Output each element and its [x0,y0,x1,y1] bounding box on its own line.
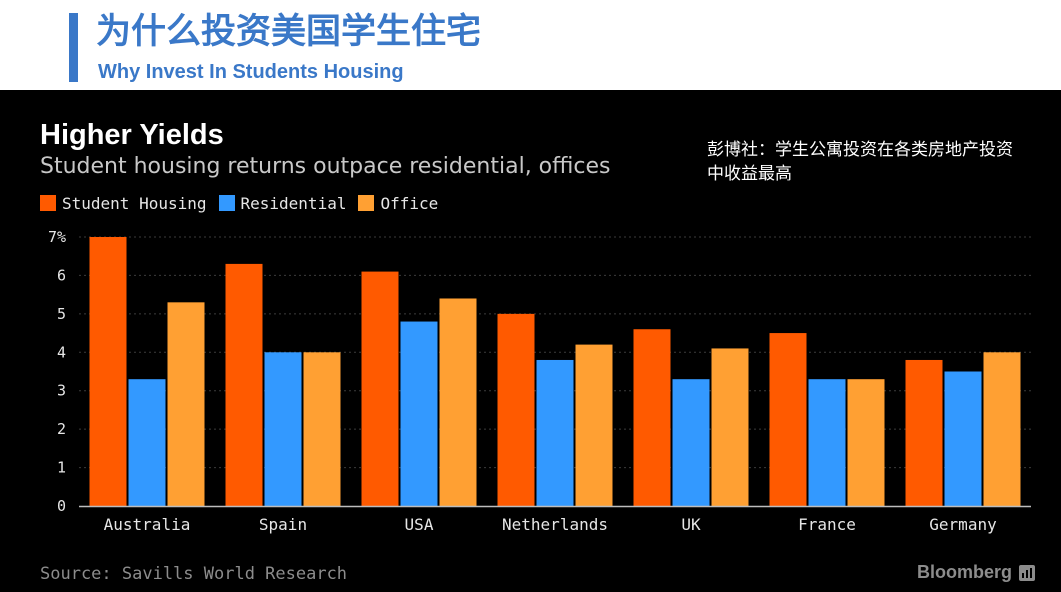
y-tick-label: 3 [57,382,66,400]
x-tick-label: France [798,515,856,534]
bloomberg-bar-icon [1019,564,1035,581]
legend-label-office: Office [380,193,439,213]
x-tick-label: Australia [104,515,191,534]
chart-source: Source: Savills World Research [40,564,348,584]
bar [225,263,263,506]
bar [769,333,807,506]
bar [575,344,613,506]
x-tick-label: Netherlands [502,515,608,534]
bar [536,359,574,506]
y-tick-label: 0 [57,497,66,515]
y-tick-label: 5 [57,305,66,323]
bar [264,352,302,506]
legend-label-residential: Residential [240,193,347,213]
bar [847,379,885,506]
y-tick-label: 6 [57,266,66,284]
bar [672,379,710,506]
y-tick-label: 1 [57,459,66,477]
legend-item-student-housing: Student Housing [40,194,207,213]
bar [905,359,943,506]
x-tick-label: USA [405,515,434,534]
x-tick-label: Spain [259,515,307,534]
x-tick-label: UK [681,515,701,534]
bar [808,379,846,506]
chart-title: Higher Yields [40,119,224,151]
bar [633,329,671,506]
chart-legend: Student Housing Residential Office [40,193,450,213]
slide-title: 为什么投资美国学生住宅 [96,12,482,52]
chart-subtitle: Student housing returns outpace resident… [40,154,611,179]
bar [400,321,438,506]
y-tick-label: 2 [57,420,66,438]
bar [303,352,341,506]
bar [983,352,1021,506]
legend-swatch-office [358,195,375,211]
legend-item-residential: Residential [218,193,347,213]
slide-subtitle: Why Invest In Students Housing [98,61,404,83]
bar-chart: 0 1 2 3 4 5 6 7% Australia Spain USA Netherlands UK F… [48,228,1031,534]
y-tick-label: 4 [57,343,66,361]
bar [128,379,166,506]
brand-name: Bloomberg [916,562,1012,582]
chart-annotation: 彭博社：学生公寓投资在各类房地产投资中收益最高 [707,140,1013,184]
bar [944,371,982,506]
bar [497,313,535,506]
legend-label-student-housing: Student Housing [62,193,207,213]
brand-logo: Bloomberg [917,562,1035,583]
y-tick-label: 7% [48,228,66,246]
bar [711,348,749,506]
bar [89,237,127,506]
chart-panel: Higher Yields Student housing returns ou… [0,90,1061,592]
legend-swatch-student-housing [40,195,56,211]
x-tick-label: Germany [929,515,997,534]
bar [439,298,477,506]
legend-swatch-residential [218,195,235,211]
legend-item-office: Office [358,194,438,213]
header-accent-bar [69,13,78,82]
bar [361,271,399,506]
slide-header: 为什么投资美国学生住宅 Why Invest In Students Housi… [0,0,1061,90]
bar [167,302,205,506]
